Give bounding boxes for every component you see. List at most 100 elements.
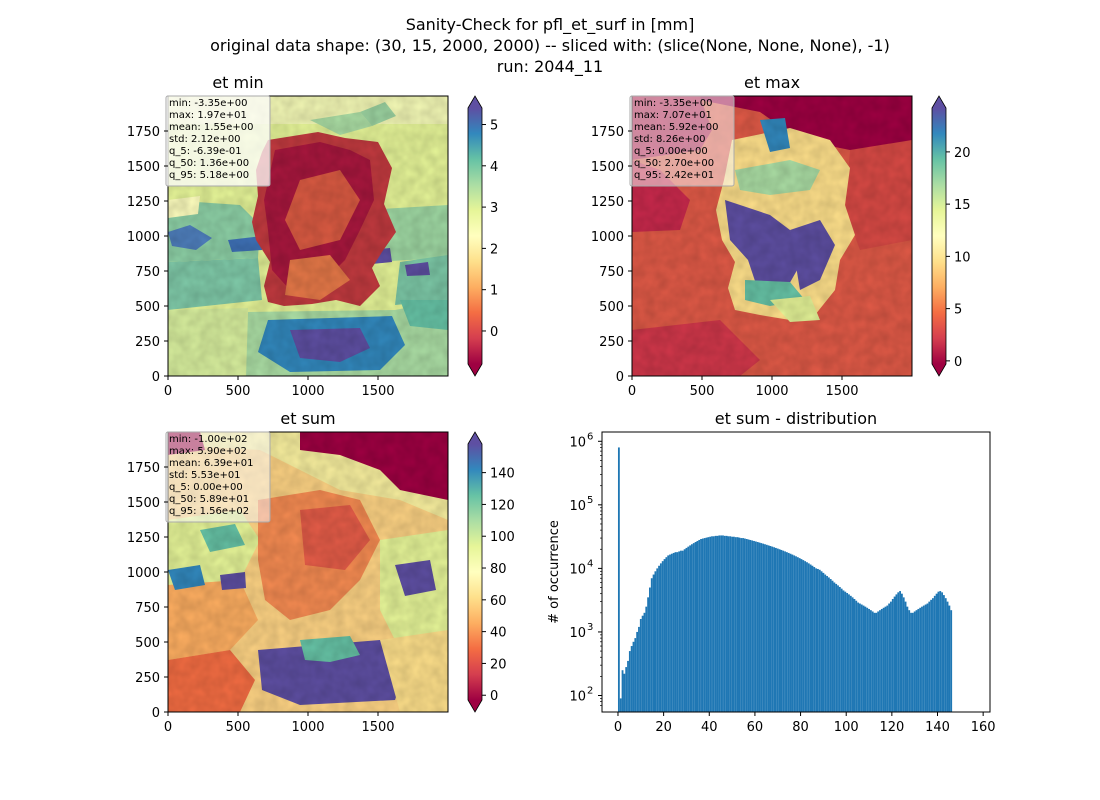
histogram-bar [944,598,947,712]
histogram-bar [630,646,633,712]
y-tick-label: 10 [569,435,586,450]
y-axis: 0 250 500 750 1000 1250 1500 1750 [127,461,168,721]
histogram-bar [621,670,624,712]
histogram-bar [813,567,816,712]
histogram-bar [809,564,812,712]
stat-std: std: 2.12e+00 [169,134,241,145]
histogram-bar [785,552,788,712]
y-tick-label: 500 [135,300,160,315]
histogram-bar [738,537,741,712]
stat-q50: q_50: 1.36e+00 [169,158,249,169]
histogram-bar [725,535,728,712]
histogram-bar [733,536,735,712]
histogram-bar [800,559,803,712]
histogram-bar [775,547,777,712]
x-axis: 0 20 40 60 80 100 120 140 160 [614,712,996,735]
colorbar-tick-label: 4 [490,160,498,175]
histogram-bar [900,593,903,712]
histogram-bar [838,586,841,712]
histogram-bar [670,553,673,712]
stat-q95: q_95: 1.56e+02 [169,506,249,517]
histogram-bar [816,568,819,712]
y-tick-label: 1250 [127,195,160,210]
histogram-bar [807,563,810,712]
colorbar-tick-label: 0 [490,689,498,704]
histogram-bar [796,557,799,712]
colorbar-tick-label: 60 [490,594,507,609]
histogram-bar [811,565,814,712]
histogram-bar [731,536,734,712]
histogram-bar [806,562,808,712]
histogram-bar [873,612,876,712]
histogram-bar [822,572,825,712]
x-axis: 0 500 1000 1500 [628,376,859,399]
histogram-bar [793,555,796,712]
stat-q50: q_50: 2.70e+00 [634,158,714,169]
histogram-bar [751,540,754,712]
histogram-bar [676,552,679,712]
stat-std: std: 5.53e+01 [169,470,241,481]
y-axis: 0 250 500 750 1000 1250 1500 1750 [127,125,168,385]
histogram-bar [899,591,901,712]
stat-mean: mean: 1.55e+00 [169,122,253,133]
histogram-bar [935,593,938,712]
y-tick-label: 500 [135,636,160,651]
x-tick-label: 0 [164,384,172,399]
histogram-bar [661,561,664,712]
y-tick-label: 10 [569,626,586,641]
histogram-bar [908,610,911,712]
panel-title: et sum [280,409,335,428]
histogram-bar [842,590,845,712]
colorbar-extend-max [468,432,482,444]
stat-q5: q_5: -6.39e-01 [169,146,242,157]
histogram-bar [634,638,637,712]
suptitle-line-1: Sanity-Check for pfl_et_surf in [mm] [406,15,695,35]
histogram-bar [824,574,827,712]
x-tick-label: 500 [690,384,715,399]
x-tick-label: 1000 [755,384,788,399]
stat-mean: mean: 6.39e+01 [169,458,253,469]
x-tick-label: 60 [747,720,764,735]
histogram-bar [685,547,688,712]
histogram-bar [767,545,770,712]
colorbar-tick-label: 3 [490,201,498,216]
colorbar: 0 20 40 60 80 100 120 140 [467,431,515,713]
histogram-bar [795,556,797,712]
colorbar: 0 5 10 15 20 [931,95,971,377]
histogram-bar [844,591,847,712]
histogram-bar [636,631,639,712]
stat-min: min: -3.35e+00 [169,98,248,109]
histogram-bar [818,569,821,712]
x-tick-label: 1000 [291,384,324,399]
histogram-bar [853,598,856,712]
histogram-bars [617,447,953,712]
x-tick-label: 0 [614,720,622,735]
histogram-bar [857,602,859,712]
histogram-bar [742,538,744,712]
histogram-bar [835,583,838,712]
histogram-bar [782,550,785,712]
histogram-bar [820,571,823,712]
x-tick-label: 500 [226,384,251,399]
histogram-bar [946,601,949,712]
colorbar-gradient [932,108,946,364]
y-tick-exponent: 6 [587,431,593,442]
y-tick-label: 1750 [591,125,624,140]
colorbar-extend-min [468,700,482,712]
histogram-bar [932,598,934,712]
colorbar-extend-min [932,364,946,376]
stat-q95: q_95: 2.42e+01 [634,170,714,181]
suptitle-line-3: run: 2044_11 [497,57,603,77]
histogram-bar [709,536,712,712]
histogram-bar [915,610,918,712]
y-tick-label: 1250 [127,531,160,546]
histogram-bar [729,536,732,712]
histogram-bar [639,618,642,712]
histogram-bar [723,535,726,712]
histogram-bar [753,540,755,712]
histogram-bar [641,615,644,712]
histogram-bar [658,565,660,712]
colorbar-tick-label: 20 [490,657,507,672]
histogram-bar [625,667,628,712]
stat-min: min: -1.00e+02 [169,434,248,445]
